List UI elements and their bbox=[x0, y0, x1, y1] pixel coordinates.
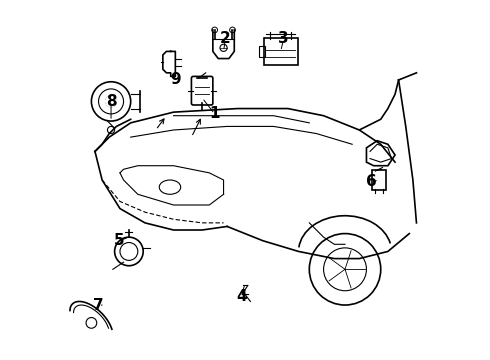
Text: 3: 3 bbox=[278, 31, 289, 46]
Text: 8: 8 bbox=[106, 94, 116, 109]
Text: 5: 5 bbox=[114, 233, 124, 248]
Text: 4: 4 bbox=[236, 289, 247, 303]
Text: 7: 7 bbox=[93, 298, 104, 313]
Text: 6: 6 bbox=[367, 174, 377, 189]
Text: 1: 1 bbox=[209, 107, 220, 121]
Text: 2: 2 bbox=[220, 31, 231, 46]
Circle shape bbox=[106, 96, 117, 107]
Text: 9: 9 bbox=[170, 72, 181, 87]
